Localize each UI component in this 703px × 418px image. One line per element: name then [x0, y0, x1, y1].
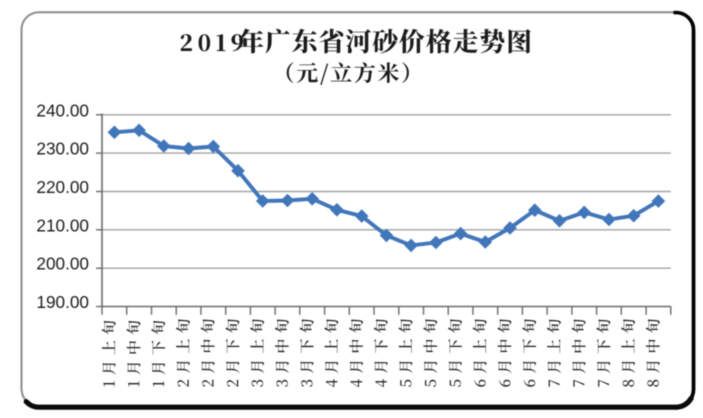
- svg-text:240.00: 240.00: [36, 100, 89, 120]
- svg-text:190.00: 190.00: [36, 292, 89, 312]
- svg-text:230.00: 230.00: [36, 139, 89, 159]
- svg-text:200.00: 200.00: [36, 254, 89, 274]
- svg-text:210.00: 210.00: [36, 215, 89, 235]
- svg-text:220.00: 220.00: [36, 177, 89, 197]
